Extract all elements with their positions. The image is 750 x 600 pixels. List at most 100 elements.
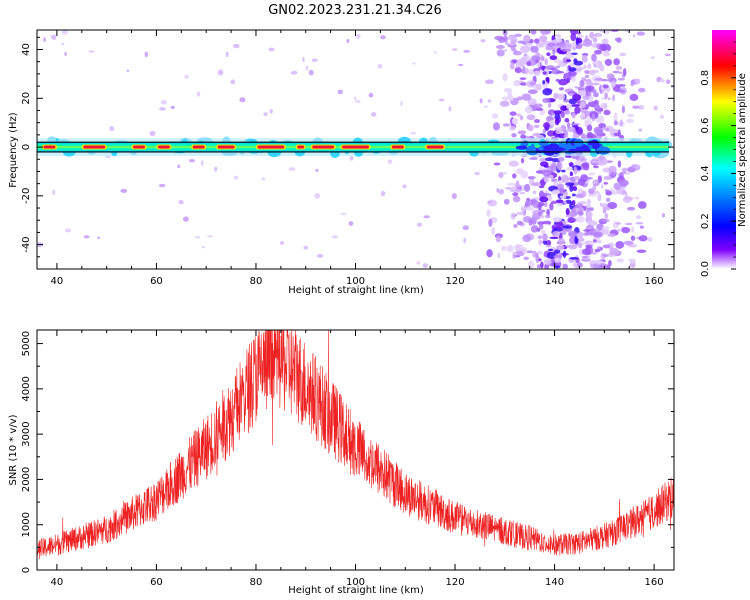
spectrogram-speckle bbox=[402, 184, 407, 189]
spectrogram-xlabel: Height of straight line (km) bbox=[288, 285, 424, 296]
spectrogram-speckle bbox=[639, 225, 644, 229]
spectrogram-speckle bbox=[619, 52, 627, 57]
spectrogram-speckle bbox=[581, 54, 588, 63]
spectrogram-speckle bbox=[547, 248, 554, 252]
spectrogram-speckle bbox=[144, 51, 149, 58]
spectrogram-speckle bbox=[610, 191, 618, 195]
spectrogram-speckle bbox=[558, 87, 564, 91]
spectrogram-speckle bbox=[586, 124, 593, 132]
spectrogram-speckle bbox=[566, 121, 571, 129]
spectrogram-speckle bbox=[621, 167, 628, 172]
x-tick-label: 40 bbox=[51, 577, 64, 588]
spectrogram-speckle bbox=[544, 201, 548, 208]
spectrogram-speckle bbox=[593, 103, 600, 111]
spectrogram-speckle bbox=[520, 134, 526, 140]
spectrogram-speckle bbox=[601, 226, 610, 230]
spectrogram-speckle bbox=[545, 240, 552, 246]
spectrogram-speckle bbox=[523, 256, 529, 260]
spectrogram-speckle bbox=[594, 77, 604, 81]
spectrogram-speckle bbox=[196, 91, 201, 97]
spectrogram-speckle bbox=[463, 49, 471, 53]
spectrogram-speckle bbox=[561, 169, 566, 173]
snr-xlabel: Height of straight line (km) bbox=[288, 585, 424, 596]
figure-title: GN02.2023.231.21.34.C26 bbox=[268, 3, 442, 18]
spectrogram-speckle bbox=[503, 198, 510, 205]
spectrogram-speckle bbox=[588, 229, 597, 235]
snr-panel: 40 60 80 100 120 140 160010002000300040005000 … bbox=[8, 329, 675, 596]
spectrogram-speckle bbox=[233, 175, 239, 180]
spectrogram-speckle bbox=[557, 238, 566, 245]
spectrogram-speckle bbox=[530, 198, 538, 204]
spectrogram-speckle bbox=[572, 186, 578, 192]
spectrogram-speckle bbox=[574, 86, 578, 89]
y-tick-label: 20 bbox=[21, 92, 32, 105]
spectrogram-speckle bbox=[593, 239, 597, 243]
spectrogram-speckle bbox=[510, 46, 516, 52]
spectrogram-speckle bbox=[580, 77, 587, 80]
spectrogram-speckle bbox=[602, 206, 611, 211]
colorbar-ticks: 0.0 0.2 0.4 0.6 0.8 bbox=[700, 41, 736, 277]
spectrogram-speckle bbox=[597, 246, 601, 250]
spectrogram-speckle bbox=[573, 176, 581, 181]
spectrogram-speckle bbox=[546, 208, 551, 217]
spectrogram-speckle bbox=[586, 78, 592, 87]
spectrogram-speckle bbox=[526, 61, 532, 67]
spectrogram-speckle bbox=[519, 45, 530, 54]
spectrogram-speckle bbox=[593, 165, 599, 169]
spectrogram-speckle bbox=[346, 38, 350, 43]
spectrogram-speckle bbox=[587, 92, 592, 95]
spectrogram-speckle bbox=[498, 172, 504, 179]
spectrogram-speckle bbox=[527, 98, 537, 106]
spectrogram-speckle bbox=[514, 33, 523, 37]
spectrogram-speckle bbox=[230, 79, 236, 85]
spectrogram-speckle bbox=[556, 161, 563, 171]
spectrogram-speckle bbox=[542, 220, 552, 225]
x-tick-label: 80 bbox=[250, 276, 263, 287]
spectrogram-speckle bbox=[543, 122, 551, 129]
spectrogram-speckle bbox=[571, 112, 576, 119]
spectrogram-speckle bbox=[506, 245, 514, 253]
spectrogram-speckle bbox=[564, 109, 571, 115]
spectrogram-speckle bbox=[549, 202, 554, 211]
spectrogram-speckle bbox=[370, 112, 377, 117]
spectrogram-speckle bbox=[316, 254, 324, 258]
band-hot-core bbox=[391, 145, 404, 149]
spectrogram-speckle bbox=[201, 245, 205, 249]
spectrogram-speckle bbox=[608, 165, 617, 174]
spectrogram-speckle bbox=[634, 196, 639, 200]
spectrogram-speckle bbox=[551, 231, 561, 237]
spectrogram-speckle bbox=[303, 245, 308, 250]
spectrogram-speckle bbox=[544, 258, 552, 266]
spectrogram-speckle bbox=[348, 221, 354, 226]
spectrogram-speckle bbox=[487, 99, 492, 103]
spectrogram-speckle bbox=[666, 79, 671, 85]
spectrogram-speckle bbox=[542, 233, 548, 242]
spectrogram-speckle bbox=[503, 88, 513, 93]
y-tick-label: 0 bbox=[21, 144, 32, 150]
spectrogram-speckle bbox=[498, 188, 505, 195]
spectrogram-speckle bbox=[562, 98, 570, 103]
spectrogram-speckle bbox=[563, 134, 569, 138]
spectrogram-speckle bbox=[547, 130, 555, 137]
spectrogram-speckle bbox=[578, 157, 588, 162]
spectrogram-speckle bbox=[263, 112, 268, 117]
spectrogram-speckle bbox=[571, 52, 578, 55]
spectrogram-speckle bbox=[559, 195, 567, 199]
x-tick-label: 140 bbox=[545, 276, 564, 287]
spectrogram-speckle bbox=[634, 78, 641, 85]
spectrogram-speckle bbox=[538, 185, 545, 189]
spectrogram-speckle bbox=[535, 51, 541, 57]
spectrogram-speckle bbox=[561, 230, 567, 236]
spectrogram-ticks: 40 60 80 100 120 140 160 -40 -20 0 20 40 bbox=[21, 30, 674, 287]
spectrogram-speckle bbox=[615, 240, 625, 249]
spectrogram-speckle bbox=[587, 63, 592, 70]
spectrogram-speckle bbox=[664, 53, 671, 57]
spectrogram-speckle bbox=[638, 235, 648, 242]
spectrogram-speckle bbox=[515, 113, 522, 117]
x-tick-label: 60 bbox=[150, 276, 163, 287]
spectrogram-speckle bbox=[400, 100, 403, 107]
spectrogram-speckle bbox=[556, 244, 565, 251]
spectrogram-speckle bbox=[380, 190, 386, 197]
spectrogram-speckle bbox=[569, 256, 580, 260]
spectrogram-speckle bbox=[627, 113, 635, 118]
